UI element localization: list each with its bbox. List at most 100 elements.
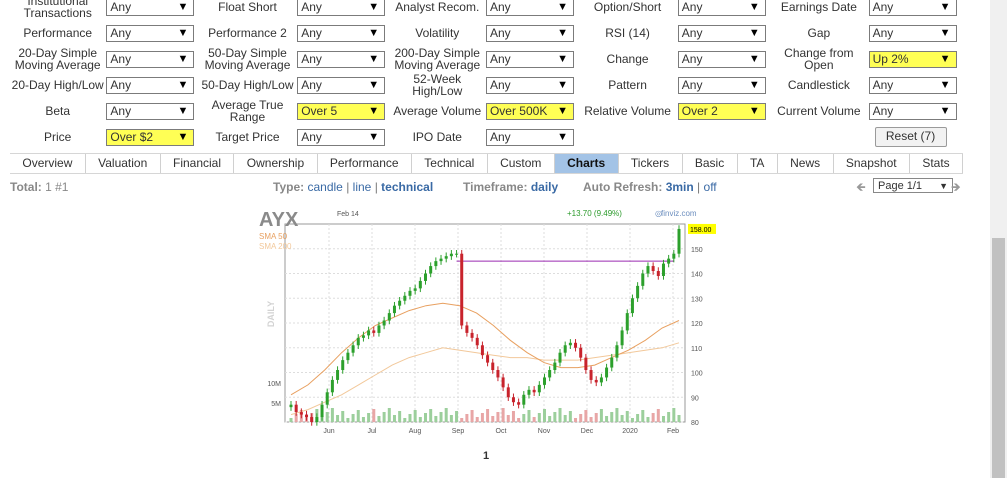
candle-body — [651, 266, 655, 272]
tab-news[interactable]: News — [777, 154, 834, 173]
type-line-link[interactable]: line — [352, 180, 372, 194]
filter-select-gap[interactable]: Any ▼ — [868, 24, 957, 42]
candle-body — [361, 335, 365, 338]
candle-body — [553, 362, 557, 371]
tab-ta[interactable]: TA — [737, 154, 778, 173]
tab-basic[interactable]: Basic — [682, 154, 738, 173]
chevron-down-icon: ▼ — [939, 26, 951, 39]
scrollbar-thumb[interactable] — [992, 238, 1005, 478]
filter-select-50-day-high-low[interactable]: Any ▼ — [297, 76, 386, 94]
candle-body — [605, 367, 609, 378]
chevron-down-icon: ▼ — [939, 52, 951, 65]
next-page-arrow-icon[interactable]: 🡺 — [951, 180, 961, 194]
type-technical-link[interactable]: technical — [381, 180, 434, 194]
filter-select-average-volume[interactable]: Over 500K ▼ — [485, 102, 574, 120]
filter-select-pattern[interactable]: Any ▼ — [677, 76, 766, 94]
tab-custom[interactable]: Custom — [487, 154, 555, 173]
auto-refresh-3min-link[interactable]: 3min — [665, 180, 694, 194]
filter-select-ipo-date[interactable]: Any ▼ — [485, 128, 574, 146]
filter-select-float-short[interactable]: Any ▼ — [297, 0, 386, 16]
candle-body — [527, 389, 531, 395]
chevron-down-icon: ▼ — [368, 130, 380, 143]
volume-bar — [289, 418, 293, 422]
type-candle-link[interactable]: candle — [307, 180, 343, 194]
last-price-label: 158.00 — [690, 227, 712, 234]
filter-select-relative-volume[interactable]: Over 2 ▼ — [677, 102, 766, 120]
candle-body — [392, 305, 396, 314]
filter-label-gap: Gap — [807, 26, 831, 40]
timeframe-daily-link[interactable]: daily — [530, 180, 559, 194]
filter-select-current-volume[interactable]: Any ▼ — [868, 102, 957, 120]
filter-select-candlestick[interactable]: Any ▼ — [868, 76, 957, 94]
tab-technical[interactable]: Technical — [411, 154, 488, 173]
filter-select-change[interactable]: Any ▼ — [677, 50, 766, 68]
volume-bar — [646, 417, 650, 422]
y-tick-label: 140 — [691, 272, 703, 279]
filter-select-target-price[interactable]: Any ▼ — [297, 128, 386, 146]
auto-refresh-off-link[interactable]: off — [703, 180, 717, 194]
filter-select-price[interactable]: Over $2 ▼ — [106, 128, 195, 146]
filter-label-performance: Performance — [23, 26, 93, 40]
tab-ownership[interactable]: Ownership — [234, 154, 318, 173]
vertical-scrollbar[interactable] — [990, 0, 1007, 478]
filter-label-earnings-date: Earnings Date — [780, 0, 857, 14]
filter-select-20-day-simple-moving-average[interactable]: Any ▼ — [106, 50, 195, 68]
filter-label-candlestick: Candlestick — [787, 78, 850, 92]
filter-select-rsi-14[interactable]: Any ▼ — [677, 24, 766, 42]
volume-bar — [392, 415, 396, 422]
candle-body — [491, 362, 495, 371]
filter-select-option-short[interactable]: Any ▼ — [677, 0, 766, 16]
candle-body — [537, 384, 541, 393]
filter-select-value: Any — [110, 25, 132, 40]
filter-select-50-day-simple-moving-average[interactable]: Any ▼ — [297, 50, 386, 68]
filter-select-volatility[interactable]: Any ▼ — [485, 24, 574, 42]
page-number[interactable]: 1 — [482, 450, 490, 462]
tab-charts[interactable]: Charts — [554, 154, 619, 173]
filter-select-200-day-simple-moving-average[interactable]: Any ▼ — [485, 50, 574, 68]
stock-chart[interactable]: 150 140 130 120 110 100 90 80 Jun Jul Aug Sep Oct Nov… — [257, 204, 717, 439]
tab-financial[interactable]: Financial — [160, 154, 235, 173]
filter-select-value: Any — [681, 77, 703, 92]
reset-button[interactable]: Reset (7) — [874, 127, 947, 147]
tab-overview[interactable]: Overview — [10, 154, 86, 173]
tab-performance[interactable]: Performance — [317, 154, 412, 173]
timeframe-label: Timeframe: — [463, 180, 528, 194]
volume-bar — [491, 416, 495, 422]
tab-valuation[interactable]: Valuation — [85, 154, 161, 173]
candle-body — [305, 414, 309, 418]
type-label: Type: — [273, 180, 305, 194]
filter-select-beta[interactable]: Any ▼ — [106, 102, 195, 120]
volume-bar — [387, 408, 391, 422]
filter-select-performance[interactable]: Any ▼ — [106, 24, 195, 42]
tab-snapshot[interactable]: Snapshot — [833, 154, 910, 173]
candle-body — [424, 273, 428, 281]
view-tabs: Overview Valuation Financial Ownership Perfo… — [10, 153, 964, 174]
candle-body — [594, 379, 598, 383]
volume-bar — [677, 415, 681, 422]
filter-label-20-day-high-low: 20-Day High/Low — [11, 78, 104, 92]
filter-select-performance-2[interactable]: Any ▼ — [297, 24, 386, 42]
candle-body — [449, 253, 453, 257]
volume-bar — [641, 410, 645, 422]
candle-body — [568, 342, 572, 346]
volume-bar — [527, 410, 531, 422]
page-select[interactable]: Page 1/1 ▼ — [873, 178, 953, 193]
volume-bar — [501, 408, 505, 422]
filter-select-52-week-high-low[interactable]: Any ▼ — [485, 76, 574, 94]
filter-select-change-from-open[interactable]: Up 2% ▼ — [868, 50, 957, 68]
filter-label-pattern: Pattern — [608, 78, 647, 92]
volume-bar — [605, 416, 609, 422]
filter-select-analyst-recom[interactable]: Any ▼ — [485, 0, 574, 16]
candle-body — [563, 345, 567, 353]
filter-label-200-day-simple-moving-average: 200-Day Simple Moving Average — [394, 46, 481, 72]
filter-select-institutional-transactions[interactable]: Any ▼ — [106, 0, 195, 16]
tab-stats[interactable]: Stats — [909, 154, 964, 173]
tab-tickers[interactable]: Tickers — [618, 154, 683, 173]
prev-page-arrow-icon[interactable]: 🡸 — [856, 180, 866, 194]
y-tick-label: 100 — [691, 371, 703, 378]
filter-row: Institutional Transactions Any ▼ Float Shor… — [10, 0, 963, 20]
filter-select-average-true-range[interactable]: Over 5 ▼ — [297, 102, 386, 120]
chevron-down-icon: ▼ — [368, 26, 380, 39]
filter-select-earnings-date[interactable]: Any ▼ — [868, 0, 957, 16]
filter-select-20-day-high-low[interactable]: Any ▼ — [106, 76, 195, 94]
